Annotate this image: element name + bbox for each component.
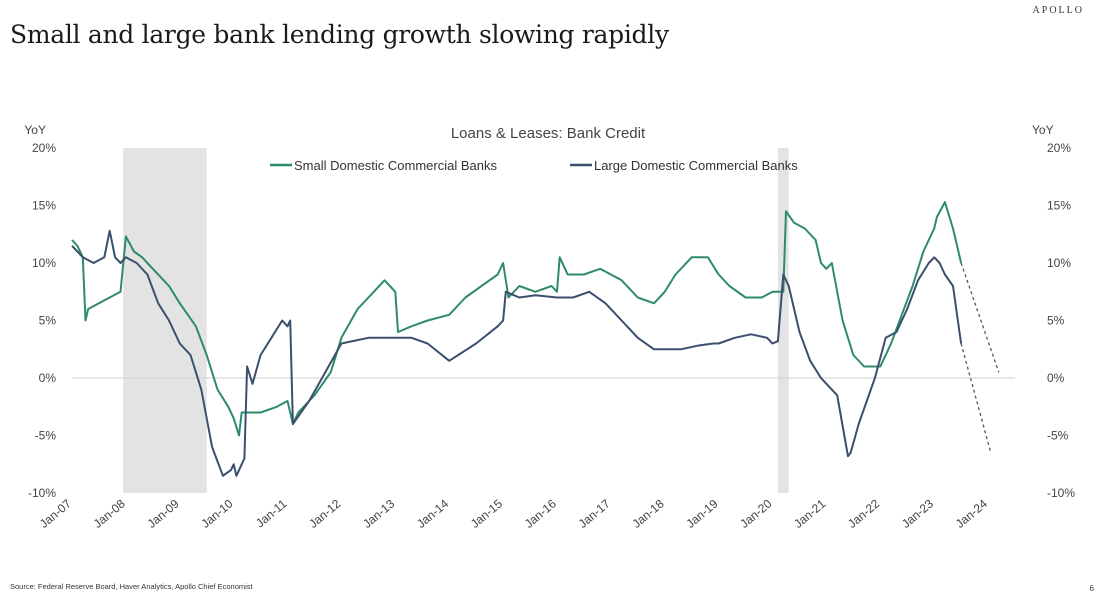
y-tick-right: 20%	[1047, 141, 1071, 155]
x-tick-label: Jan-24	[953, 496, 990, 531]
y-tick-right: -10%	[1047, 486, 1075, 500]
y-tick-left: 15%	[32, 199, 56, 213]
recession-band-1	[123, 148, 207, 493]
x-tick-label: Jan-14	[414, 496, 451, 531]
series-lines	[71, 201, 1000, 477]
projection-line-2	[960, 262, 1000, 373]
page-title: Small and large bank lending growth slow…	[10, 20, 669, 49]
y-tick-right: 15%	[1047, 199, 1071, 213]
x-tick-label: Jan-17	[576, 496, 613, 531]
y-tick-left: 0%	[39, 371, 57, 385]
apollo-logo: APOLLO	[1032, 5, 1084, 16]
y-tick-left: -10%	[28, 486, 56, 500]
series-line-0	[71, 201, 963, 437]
x-tick-label: Jan-15	[468, 496, 505, 531]
y-tick-left: -5%	[35, 429, 57, 443]
x-tick-label: Jan-13	[360, 496, 397, 531]
y-tick-right: 10%	[1047, 256, 1071, 270]
x-tick-label: Jan-10	[198, 496, 235, 531]
x-tick-label: Jan-12	[306, 496, 343, 531]
recession-shading	[123, 148, 789, 493]
legend: Small Domestic Commercial Banks Large Dom…	[270, 158, 798, 173]
series-line-1	[71, 229, 963, 477]
x-tick-label: Jan-20	[737, 496, 774, 531]
page-number: 6	[1089, 584, 1094, 593]
projection-line-3	[960, 343, 992, 453]
chart-title: Loans & Leases: Bank Credit	[451, 125, 646, 142]
x-tick-label: Jan-09	[145, 496, 182, 531]
source-note: Source: Federal Reserve Board, Haver Ana…	[10, 582, 253, 591]
y-tick-right: 5%	[1047, 314, 1065, 328]
y-tick-left: 10%	[32, 256, 56, 270]
x-tick-label: Jan-22	[845, 496, 882, 531]
x-tick-label: Jan-16	[522, 496, 559, 531]
x-tick-label: Jan-18	[630, 496, 667, 531]
x-tick-label: Jan-21	[791, 496, 828, 531]
legend-label-1: Small Domestic Commercial Banks	[294, 158, 497, 173]
x-tick-label: Jan-19	[683, 496, 720, 531]
y-tick-right: 0%	[1047, 371, 1065, 385]
x-tick-label: Jan-08	[91, 496, 128, 531]
y-axis-ticks: 20% 20% 15% 15% 10% 10% 5% 5% 0% 0% -5% -5% -10% -10%	[28, 141, 1075, 500]
y-axis-label-left: YoY	[24, 123, 46, 137]
y-tick-left: 5%	[39, 314, 57, 328]
x-tick-label: Jan-23	[899, 496, 936, 531]
y-axis-label-right: YoY	[1032, 123, 1054, 137]
legend-label-2: Large Domestic Commercial Banks	[594, 158, 798, 173]
x-axis-ticks: Jan-07 Jan-08 Jan-09 Jan-10 Jan-11 Jan-12 Jan-…	[37, 496, 990, 531]
y-tick-left: 20%	[32, 141, 56, 155]
x-tick-label: Jan-07	[37, 496, 74, 531]
y-tick-right: -5%	[1047, 429, 1069, 443]
recession-band-2	[777, 148, 789, 493]
x-tick-label: Jan-11	[253, 496, 290, 530]
